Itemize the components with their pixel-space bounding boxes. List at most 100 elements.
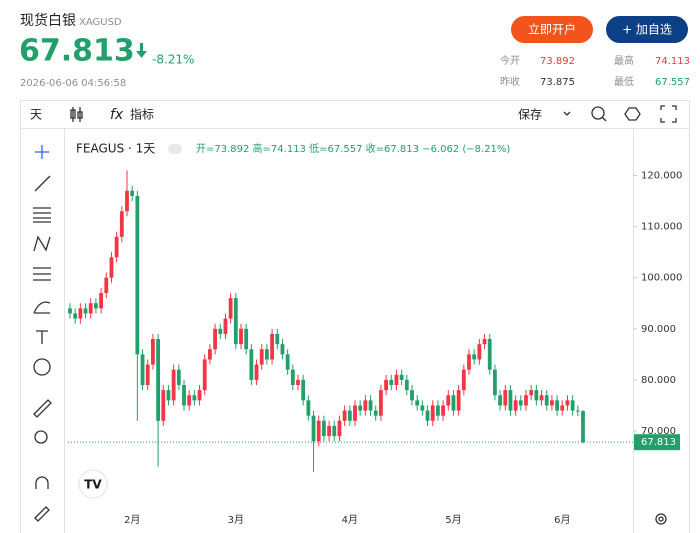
candle-body [275,333,280,345]
candle-body [125,190,129,212]
candle-body [555,400,559,411]
plot-area: 70.000 80.000 90.000 100.000 110.000 120.000 2… [68,170,682,526]
candle-body [73,313,78,319]
fib-tool[interactable] [33,207,51,223]
instrument-name: 现货白银 [20,12,76,29]
candle-body [363,400,368,411]
candle-body [68,308,72,314]
chart-symbol: FEAGUS · 1天 [76,142,155,156]
stat-label: 今开 [500,54,520,67]
candle-body [570,400,575,411]
x-tick-label: 5月 [445,514,461,526]
candle-body [213,328,217,350]
candle-body [410,390,414,401]
y-tick-label: 100.000 [641,273,682,284]
candle-body [316,420,321,442]
candle-body [182,385,186,406]
stat-value: 67.557 [655,77,690,88]
candle-body [420,405,425,411]
emoji-tool[interactable] [33,358,51,376]
candle-body [192,395,197,401]
projection-tool[interactable] [33,267,51,281]
legend-toggle[interactable] [168,144,182,154]
stat-label: 最高 [614,54,634,67]
down-arrow [136,43,147,58]
candle-body [539,395,544,401]
watchlist-button[interactable] [606,16,688,43]
candle-body [156,339,160,421]
candle-body [176,369,181,386]
candle-body [218,328,223,334]
logo-badge [78,469,108,499]
magnet-tool[interactable] [35,476,49,489]
text-tool[interactable] [36,330,48,344]
candle-body [99,293,103,309]
crosshair-tool[interactable] [35,145,49,159]
candle-body [461,369,466,391]
pattern-tool[interactable] [33,235,51,252]
alert-button[interactable] [591,106,607,122]
candle-body [493,369,497,396]
stat-value: 73.892 [540,56,575,67]
open-account-button[interactable] [511,16,593,43]
indicator-icon[interactable]: fx [110,107,124,123]
logo: TV [84,478,102,492]
chart-settings[interactable] [655,513,667,525]
candle-body [451,395,456,411]
brush-tool[interactable] [33,301,51,314]
watchlist-label[interactable]: + 加自选 [622,23,672,37]
stat-label: 最低 [614,75,634,88]
x-tick-label: 3月 [228,514,244,526]
drawing-tools [33,145,52,522]
settings-button[interactable] [624,107,641,121]
save-menu[interactable] [563,111,571,116]
zoom-tool[interactable] [34,430,48,444]
candle-body [166,390,171,401]
candle-body [161,390,166,421]
candle-body [436,405,440,416]
candle-body [285,354,290,370]
fullscreen-button[interactable] [660,105,677,123]
trendline-tool[interactable] [34,175,51,192]
candle-body [306,400,311,416]
candle-body [373,410,378,416]
candle-body [135,195,140,355]
candle-body [83,308,88,314]
last-price-label: 67.813 [641,437,676,448]
candle-body [518,400,523,406]
candle-body [109,257,114,278]
candle-body [270,333,274,360]
lock-tool[interactable] [34,506,50,522]
candle-body [78,308,83,319]
candle-body [228,298,233,319]
save-button[interactable]: 保存 [518,108,542,122]
candle-body [560,405,565,411]
candle-body [581,411,585,443]
candle-body [327,425,331,437]
candle-body [524,395,528,406]
candle-body [104,277,109,294]
measure-tool[interactable] [33,399,52,418]
candle-body [223,318,228,334]
interval-button[interactable]: 天 [30,108,42,122]
indicator-button[interactable]: 指标 [130,107,154,122]
open-account-label[interactable]: 立即开户 [528,22,576,37]
candle-body [265,349,269,360]
stat-label: 昨收 [500,75,520,88]
candle-body [119,211,124,237]
candle-body [290,369,295,386]
x-tick-label: 4月 [342,514,358,526]
candle-body [187,395,192,406]
candle-body [565,400,570,406]
y-tick-label: 120.000 [641,170,682,181]
candle-body [358,405,363,411]
candle-body [337,420,342,437]
x-tick-label: 2月 [124,514,140,526]
candle-body [430,405,435,421]
candle-style-button[interactable] [70,107,83,122]
candle-body [472,354,477,360]
candle-body [389,379,394,386]
candle-body [446,395,451,406]
y-tick-label: 110.000 [641,222,682,233]
candle-body [259,349,264,365]
